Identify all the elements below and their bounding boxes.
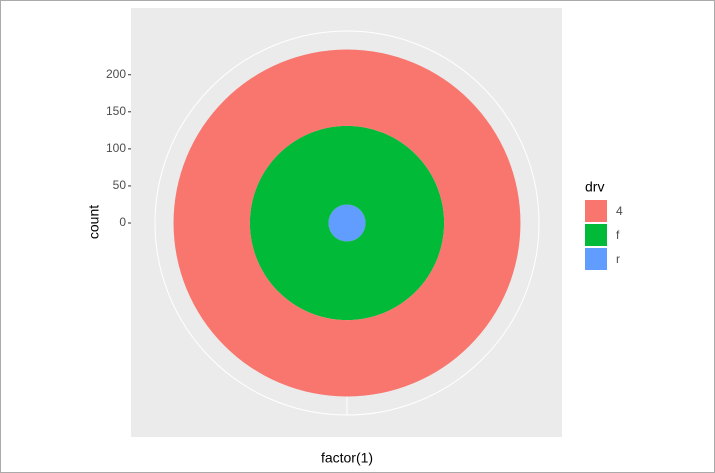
y-tick-label: 50 bbox=[113, 178, 127, 192]
legend-key bbox=[585, 200, 607, 222]
ring-segment bbox=[249, 125, 445, 321]
y-tick-label: 100 bbox=[106, 141, 126, 155]
ring-segment bbox=[173, 49, 521, 397]
marks bbox=[173, 49, 521, 397]
x-axis-title: factor(1) bbox=[321, 450, 373, 466]
legend-title: drv bbox=[585, 179, 604, 195]
y-tick-label: 200 bbox=[106, 67, 126, 81]
legend-label: r bbox=[616, 252, 620, 266]
legend-label: f bbox=[616, 228, 620, 242]
ring-segment bbox=[328, 204, 366, 242]
y-tick-label: 0 bbox=[119, 215, 126, 229]
legend-key bbox=[585, 224, 607, 246]
y-axis-title: count bbox=[86, 205, 102, 239]
y-tick-label: 150 bbox=[106, 104, 126, 118]
legend-label: 4 bbox=[616, 204, 623, 218]
legend-key bbox=[585, 248, 607, 270]
